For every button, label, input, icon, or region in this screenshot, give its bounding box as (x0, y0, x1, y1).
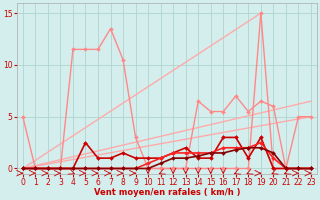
X-axis label: Vent moyen/en rafales ( km/h ): Vent moyen/en rafales ( km/h ) (94, 188, 240, 197)
